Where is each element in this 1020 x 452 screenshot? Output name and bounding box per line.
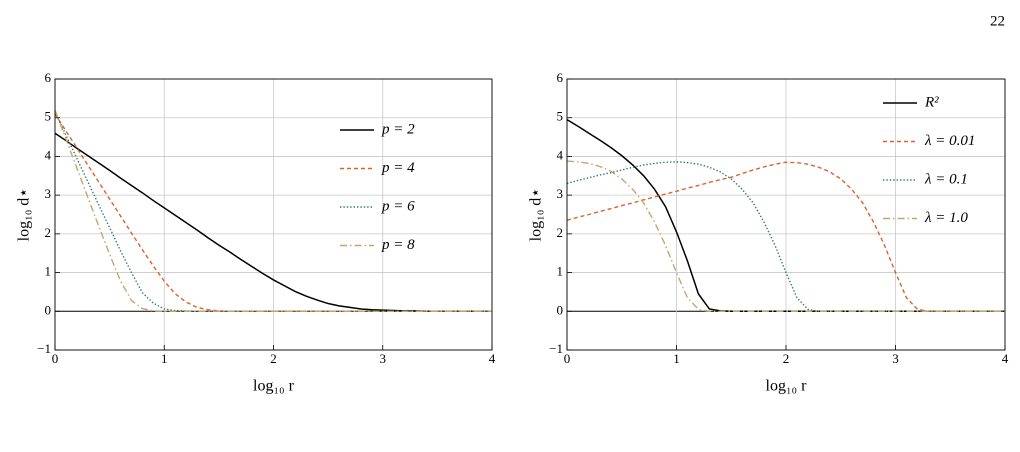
x-axis-label: log₁₀ r: [766, 378, 808, 395]
y-tick-label: 2: [45, 225, 52, 240]
legend-label: p = 8: [381, 237, 415, 253]
y-tick-label: 3: [45, 186, 52, 201]
legend-label: p = 6: [381, 198, 415, 214]
plot-frame: [566, 78, 1006, 351]
x-tick-label: 1: [673, 351, 680, 366]
x-tick-label: 3: [892, 351, 899, 366]
y-tick-label: 2: [557, 225, 564, 240]
y-tick-label: 1: [557, 264, 564, 279]
page-number: 22: [990, 13, 1005, 29]
series-line: [54, 109, 492, 312]
y-axis-label: log₁₀ d⋆: [16, 188, 33, 242]
y-tick-label: 5: [557, 109, 564, 124]
x-axis-label: log₁₀ r: [253, 378, 295, 395]
series-line: [566, 161, 1005, 312]
y-tick-label: −1: [549, 341, 563, 356]
y-tick-label: 6: [45, 70, 52, 85]
y-tick-label: 5: [45, 109, 52, 124]
y-tick-label: 0: [557, 302, 564, 317]
y-tick-label: 4: [557, 147, 564, 162]
legend-label: p = 2: [381, 121, 415, 137]
y-tick-label: −1: [37, 341, 51, 356]
legend-label: λ = 0.1: [924, 171, 968, 187]
x-tick-label: 4: [1002, 351, 1009, 366]
legend-label: λ = 0.01: [924, 133, 975, 149]
x-tick-label: 4: [489, 351, 496, 366]
y-tick-label: 3: [557, 186, 564, 201]
y-tick-label: 1: [45, 264, 52, 279]
x-tick-label: 3: [380, 351, 387, 366]
series-line: [566, 161, 1005, 312]
legend-label: λ = 1.0: [924, 210, 968, 226]
plot-frame: [54, 78, 493, 351]
y-tick-label: 6: [557, 70, 564, 85]
x-tick-label: 2: [270, 351, 277, 366]
series-line: [566, 160, 1005, 312]
x-tick-label: 0: [564, 351, 571, 366]
x-tick-label: 0: [52, 351, 59, 366]
y-tick-label: 4: [45, 147, 52, 162]
y-axis-label: log₁₀ d⋆: [528, 188, 545, 242]
legend-label: p = 4: [381, 160, 415, 176]
x-tick-label: 2: [783, 351, 790, 366]
x-tick-label: 1: [161, 351, 168, 366]
y-tick-label: 0: [45, 302, 52, 317]
legend-label: R²: [924, 94, 939, 110]
